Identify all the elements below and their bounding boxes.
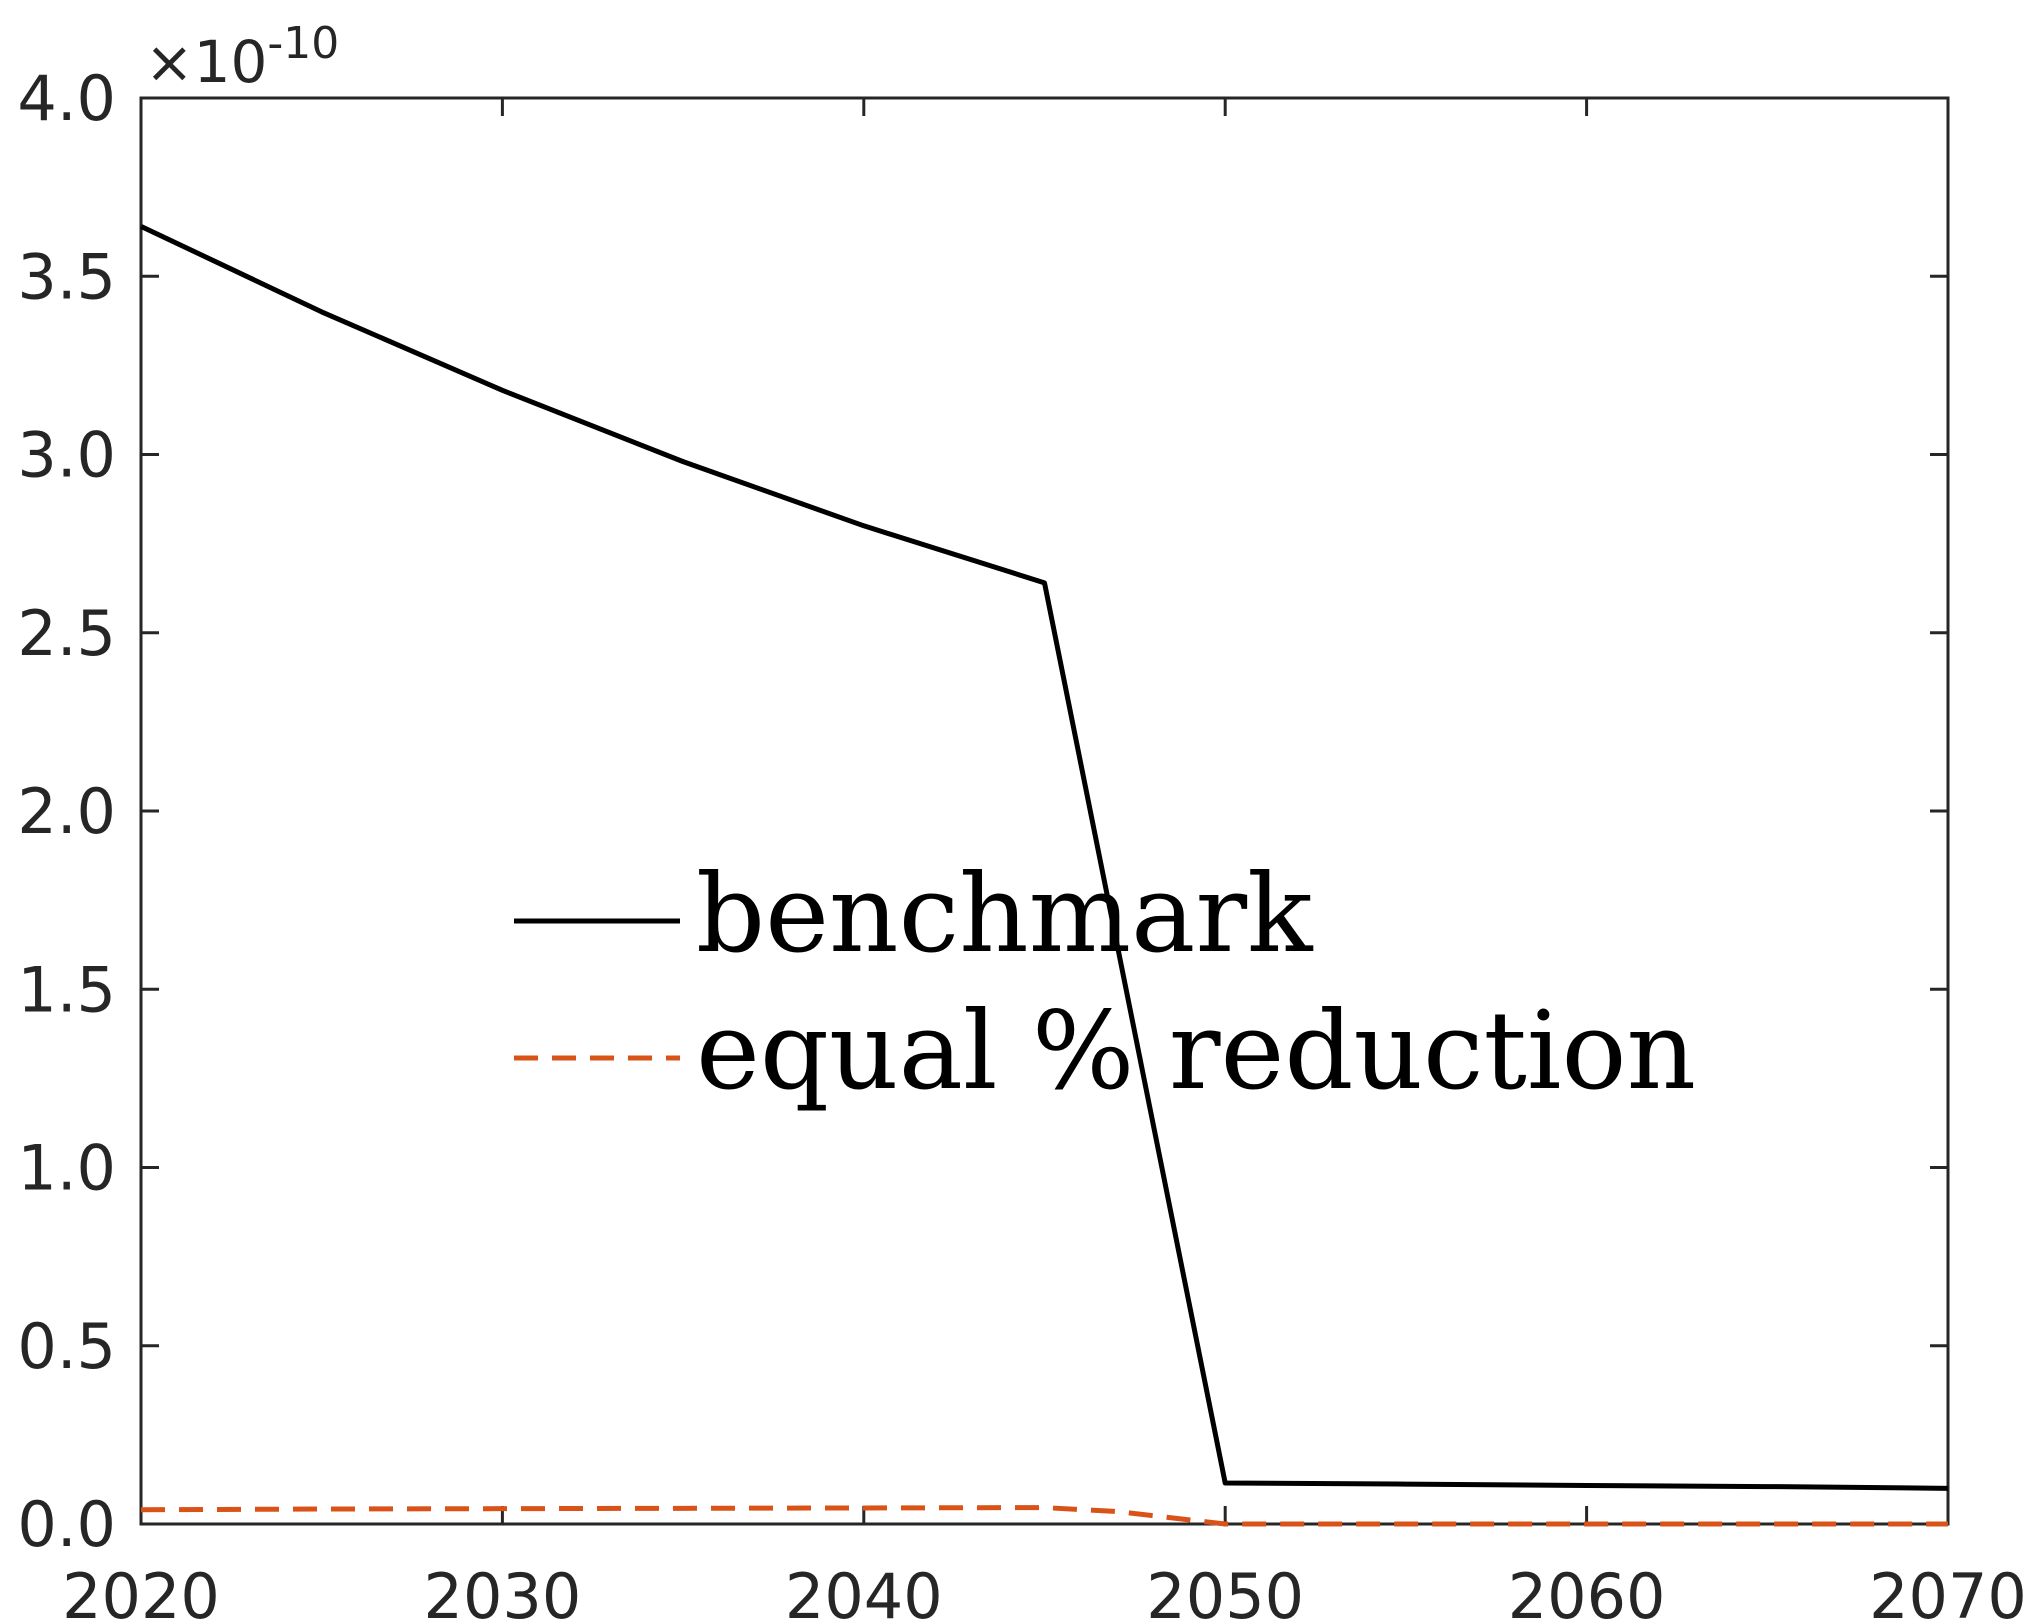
y-tick-label: 1.5	[17, 953, 116, 1026]
series-0	[139, 224, 1949, 1491]
y-tick-label: 3.5	[17, 240, 116, 313]
y-tick-label: 0.0	[17, 1488, 116, 1561]
x-tick-label: 2050	[1146, 1560, 1304, 1622]
x-axis-tick-labels: 2020 2030 2040 2050 2060 2070	[62, 1560, 2027, 1622]
x-tick-label: 2060	[1508, 1560, 1666, 1622]
y-tick-label: 0.5	[17, 1310, 116, 1383]
plot-area	[139, 96, 1950, 1526]
x-tick-label: 2070	[1869, 1560, 2027, 1622]
series-layer	[139, 224, 1949, 1527]
y-exponent-power: -10	[267, 18, 339, 69]
axes-box	[139, 96, 1950, 1526]
legend-label-benchmark: benchmark	[696, 852, 1314, 977]
y-exponent-base: ×10	[145, 28, 267, 96]
x-tick-label: 2040	[785, 1560, 943, 1622]
y-tick-label: 1.0	[17, 1132, 116, 1205]
y-tick-label: 2.5	[17, 597, 116, 670]
series-1	[140, 1505, 1949, 1527]
y-tick-label: 2.0	[17, 775, 116, 848]
legend-label-equal-reduction: equal % reduction	[696, 989, 1696, 1114]
legend: benchmark equal % reduction	[514, 852, 1696, 1114]
y-tick-label: 3.0	[17, 419, 116, 492]
x-tick-label: 2020	[62, 1560, 220, 1622]
x-tick-label: 2030	[424, 1560, 582, 1622]
y-exponent-label: ×10-10	[145, 18, 339, 96]
y-axis-tick-labels: 0.0 0.5 1.0 1.5 2.0 2.5 3.0 3.5 4.0	[17, 62, 116, 1561]
y-tick-label: 4.0	[17, 62, 116, 135]
